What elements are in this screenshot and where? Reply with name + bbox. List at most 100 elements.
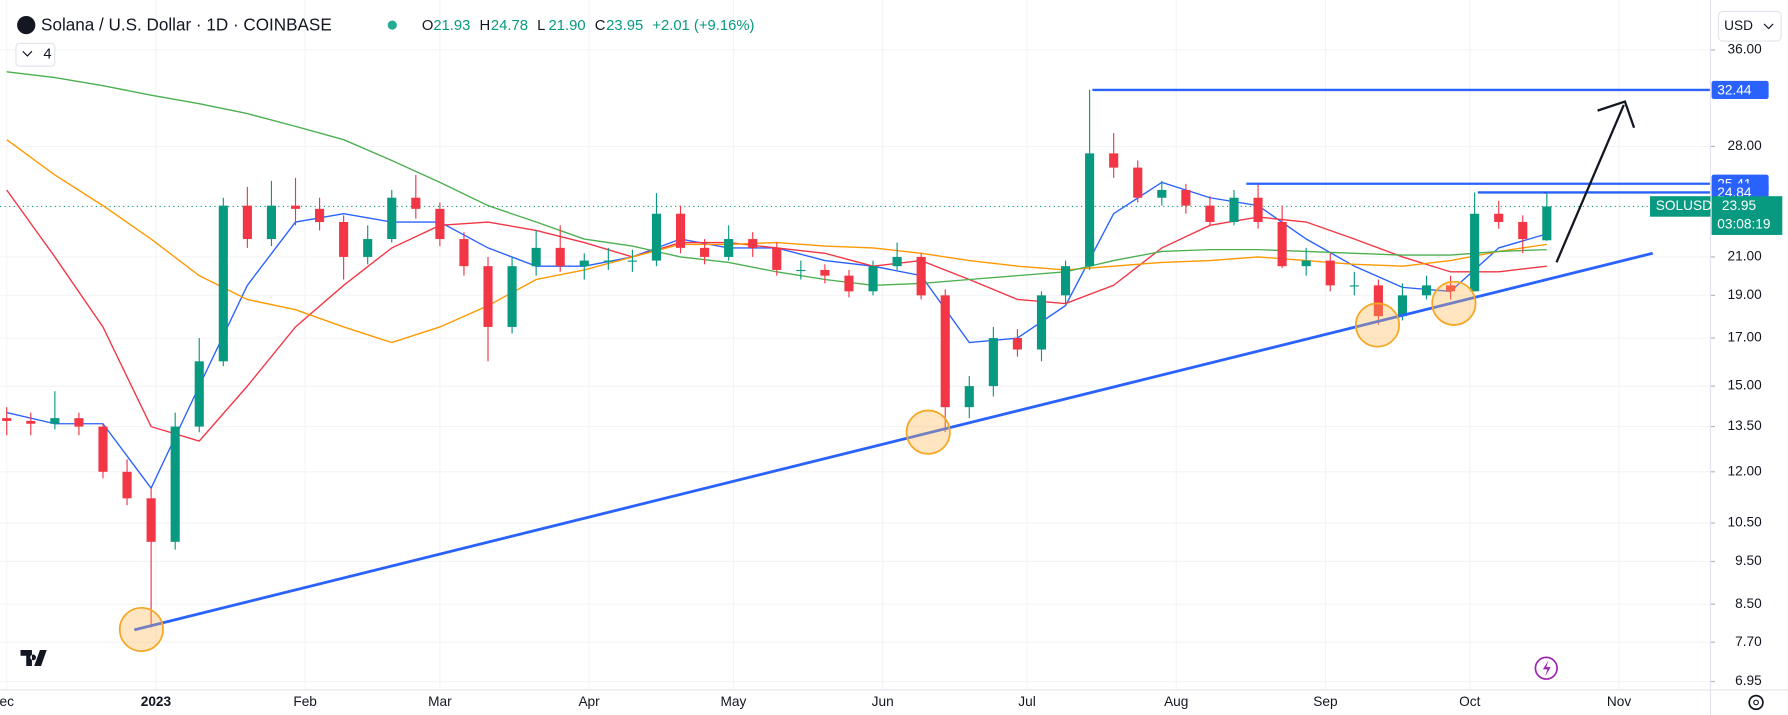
symbol-label-box xyxy=(1650,196,1711,217)
ohlc-value: 24.78 xyxy=(491,18,528,34)
symbol-icon[interactable] xyxy=(17,15,36,35)
x-tick-label: Nov xyxy=(1607,694,1631,709)
candle-body xyxy=(1060,266,1071,296)
candle-body xyxy=(579,260,589,267)
x-tick-label: ec xyxy=(0,694,14,709)
highlight-circle xyxy=(1431,280,1477,326)
symbol-label: SOLUSD xyxy=(1656,198,1712,213)
ohlc-key: C xyxy=(595,18,606,34)
candle-body xyxy=(627,260,637,262)
candle-body xyxy=(868,266,878,292)
candle-body xyxy=(459,239,469,267)
candle-body xyxy=(675,213,686,248)
highlight-circle xyxy=(118,606,164,652)
candle-body xyxy=(1133,167,1143,198)
candle-body xyxy=(1542,206,1552,241)
countdown: 03:08:19 xyxy=(1717,216,1770,231)
x-tick-label: Apr xyxy=(578,694,600,709)
indicator-toggle[interactable] xyxy=(15,42,56,67)
candle-body xyxy=(387,197,397,240)
candle-body xyxy=(940,295,950,408)
candle-body xyxy=(483,266,493,327)
candle-body xyxy=(1253,197,1263,222)
candle-body xyxy=(507,266,517,327)
ohlc-value: 21.93 xyxy=(433,18,470,34)
level-label: 32.44 xyxy=(1717,83,1752,98)
candle-body xyxy=(748,239,758,248)
level-label-box xyxy=(1711,80,1769,100)
candle-body xyxy=(1421,285,1432,296)
y-tick-label: 7.70 xyxy=(1735,634,1762,649)
y-tick-label: 12.00 xyxy=(1728,463,1763,478)
market-status xyxy=(387,20,397,30)
y-tick-label: 10.50 xyxy=(1728,515,1763,530)
candle-body xyxy=(603,260,613,262)
candle-body xyxy=(1085,153,1095,267)
symbol-title[interactable]: Solana / U.S. Dollar · 1D · COINBASE xyxy=(41,16,332,35)
candle-body xyxy=(194,361,204,427)
ohlc-legend: O 21.93 H 24.78 L 21.90 C 23.95 +2.01 (+9.16%) xyxy=(422,18,755,34)
y-tick-label: 13.50 xyxy=(1728,418,1763,433)
x-tick-label: Sep xyxy=(1313,694,1338,709)
settings-icon[interactable] xyxy=(1748,694,1764,711)
candle-body xyxy=(315,208,325,222)
candle-body xyxy=(2,418,12,421)
currency: USD xyxy=(1724,18,1753,33)
candle-body xyxy=(1277,221,1287,267)
lightning-glyph xyxy=(1542,660,1551,677)
candle-body xyxy=(1494,213,1504,222)
candle-body xyxy=(1012,338,1022,350)
last-price-box xyxy=(1711,196,1783,235)
arrow-head xyxy=(1597,100,1636,129)
last-price-label: 23.95 xyxy=(1722,198,1757,213)
ohlc-value: 23.95 xyxy=(606,18,643,34)
candle-body xyxy=(339,221,349,257)
candle-body xyxy=(50,418,60,424)
y-tick-label: 9.50 xyxy=(1735,553,1762,568)
x-tick-label: Jun xyxy=(872,694,894,709)
x-tick-label: 2023 xyxy=(141,694,172,709)
candle-body xyxy=(820,269,830,276)
y-tick-label: 6.95 xyxy=(1735,673,1762,688)
candle-body xyxy=(1470,213,1480,292)
indicator-count: 4 xyxy=(43,47,51,63)
candle-body xyxy=(411,197,421,209)
candle-body xyxy=(1181,189,1191,206)
candle-body xyxy=(266,205,277,240)
ohlc-value: 21.90 xyxy=(549,18,586,34)
candle-body xyxy=(242,205,252,240)
trendline xyxy=(133,251,1654,632)
candle-body xyxy=(1373,285,1383,317)
ohlc-key: O xyxy=(422,18,434,34)
candle-body xyxy=(796,269,806,272)
candle-body xyxy=(170,426,180,542)
highlight-circle xyxy=(1354,302,1401,348)
chevron-icon xyxy=(22,50,33,57)
tradingview-logo[interactable] xyxy=(20,649,47,666)
y-tick-label: 17.00 xyxy=(1728,330,1763,345)
candle-body xyxy=(1157,189,1167,198)
x-tick-label: Mar xyxy=(428,694,452,709)
x-tick-label: Feb xyxy=(293,694,317,709)
candle-body xyxy=(1301,260,1311,267)
y-tick-label: 21.00 xyxy=(1728,249,1763,264)
y-tick-label: 19.00 xyxy=(1728,287,1763,302)
y-tick-label: 8.50 xyxy=(1735,596,1762,611)
candle-body xyxy=(290,205,301,209)
y-tick-label: 28.00 xyxy=(1728,138,1763,153)
candle-body xyxy=(363,239,373,257)
x-tick-label: Oct xyxy=(1459,694,1480,709)
candle-body xyxy=(218,205,228,362)
ohlc-key: L xyxy=(537,18,545,34)
candle-body xyxy=(1349,285,1359,287)
candle-body xyxy=(555,247,565,267)
arrow-shaft xyxy=(1555,104,1625,263)
candle-body xyxy=(122,471,132,499)
ohlc-key: H xyxy=(480,18,491,34)
candle-body xyxy=(74,418,84,427)
currency-selector[interactable] xyxy=(1717,10,1782,42)
y-tick-label: 36.00 xyxy=(1728,42,1763,57)
